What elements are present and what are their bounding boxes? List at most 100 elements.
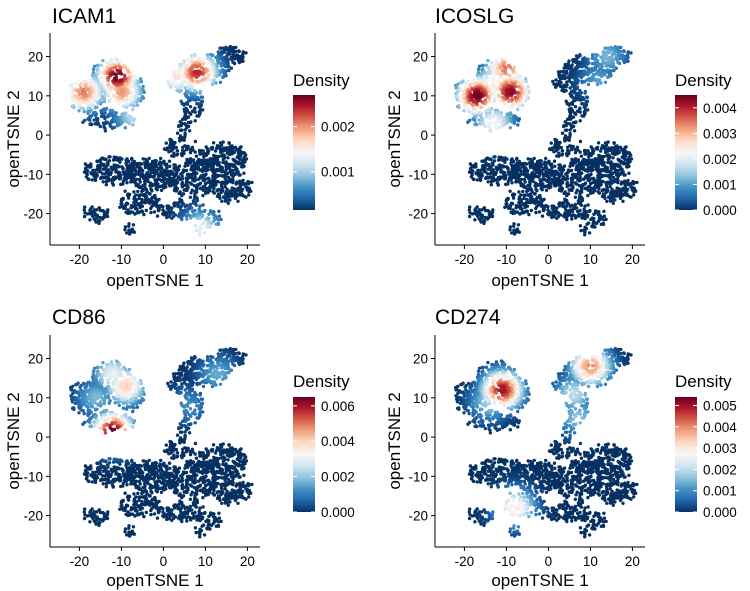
scatter-point — [155, 188, 159, 192]
scatter-point — [195, 79, 200, 84]
scatter-point — [188, 195, 193, 199]
scatter-point — [527, 161, 532, 165]
scatter-point — [202, 155, 206, 159]
scatter-point — [603, 80, 608, 85]
scatter-point — [508, 126, 512, 130]
scatter-point — [211, 141, 216, 145]
scatter-point — [130, 210, 135, 214]
scatter-point — [186, 163, 190, 167]
scatter-point — [94, 220, 98, 224]
scatter-point — [135, 103, 140, 108]
scatter-point — [589, 172, 593, 177]
scatter-point — [226, 201, 230, 205]
scatter-point — [468, 205, 472, 209]
scatter-point — [127, 192, 132, 197]
scatter-point — [192, 179, 196, 183]
scatter-point — [581, 102, 585, 106]
scatter-point — [113, 66, 118, 70]
scatter-point — [543, 160, 547, 164]
scatter-point — [220, 199, 224, 203]
scatter-point — [205, 224, 209, 228]
scatter-point — [141, 157, 145, 161]
scatter-point — [474, 162, 478, 166]
scatter-point — [127, 224, 131, 228]
scatter-point — [482, 206, 486, 210]
scatter-point — [525, 172, 530, 176]
scatter-point — [606, 153, 611, 157]
scatter-point — [576, 78, 580, 83]
scatter-point — [106, 208, 110, 212]
scatter-point — [565, 71, 569, 75]
scatter-point — [107, 159, 112, 163]
scatter-point — [550, 204, 554, 208]
scatter-point — [499, 72, 504, 76]
scatter-point — [514, 204, 519, 208]
scatter-point — [136, 189, 140, 194]
scatter-point — [205, 62, 210, 66]
scatter-point — [491, 115, 495, 119]
scatter-point — [612, 198, 616, 202]
scatter-point — [502, 101, 506, 106]
scatter-point — [112, 93, 116, 98]
scatter-point — [227, 141, 231, 145]
scatter-point — [195, 216, 199, 220]
scatter-point — [511, 208, 515, 212]
scatter-point — [602, 209, 606, 213]
scatter-point — [92, 208, 97, 212]
scatter-point — [91, 67, 96, 72]
scatter-point — [89, 122, 93, 126]
scatter-point — [585, 222, 589, 226]
scatter-point — [506, 170, 510, 174]
scatter-point — [237, 173, 241, 177]
scatter-point — [109, 165, 114, 169]
scatter-point — [104, 183, 109, 187]
scatter-point — [508, 189, 512, 193]
scatter-point — [129, 115, 133, 120]
scatter-point — [245, 188, 249, 192]
scatter-point — [101, 180, 105, 184]
scatter-point — [172, 204, 177, 208]
scatter-point — [233, 196, 238, 201]
scatter-point — [569, 106, 573, 111]
scatter-point — [228, 144, 233, 149]
scatter-point — [483, 124, 487, 129]
scatter-point — [193, 150, 197, 154]
scatter-point — [586, 82, 591, 87]
scatter-point — [173, 213, 177, 217]
scatter-point — [521, 189, 525, 194]
scatter-point — [573, 157, 578, 161]
scatter-point — [585, 99, 589, 103]
scatter-point — [204, 145, 208, 149]
scatter-point — [131, 107, 135, 112]
scatter-point — [573, 105, 578, 109]
scatter-point — [96, 63, 100, 68]
scatter-point — [560, 131, 565, 135]
scatter-point — [91, 214, 95, 218]
scatter-point — [613, 189, 617, 193]
scatter-point — [178, 134, 183, 138]
scatter-point — [476, 67, 481, 72]
scatter-point — [506, 196, 510, 201]
x-tick-label: 10 — [198, 252, 213, 267]
scatter-point — [87, 90, 92, 95]
scatter-point — [90, 178, 95, 182]
scatter-point — [597, 153, 601, 158]
scatter-point — [88, 218, 92, 222]
scatter-point — [602, 187, 606, 192]
scatter-point — [579, 228, 583, 233]
scatter-point — [172, 151, 176, 155]
scatter-point — [626, 178, 630, 183]
scatter-point — [225, 146, 229, 150]
scatter-point — [188, 150, 193, 155]
scatter-point — [473, 106, 477, 111]
scatter-point — [200, 99, 204, 103]
scatter-point — [233, 168, 237, 172]
scatter-point — [99, 82, 104, 87]
scatter-point — [77, 109, 81, 113]
scatter-point — [456, 82, 460, 87]
scatter-point — [218, 46, 222, 50]
scatter-point — [508, 73, 512, 78]
scatter-point — [197, 148, 202, 153]
scatter-point — [200, 222, 204, 226]
